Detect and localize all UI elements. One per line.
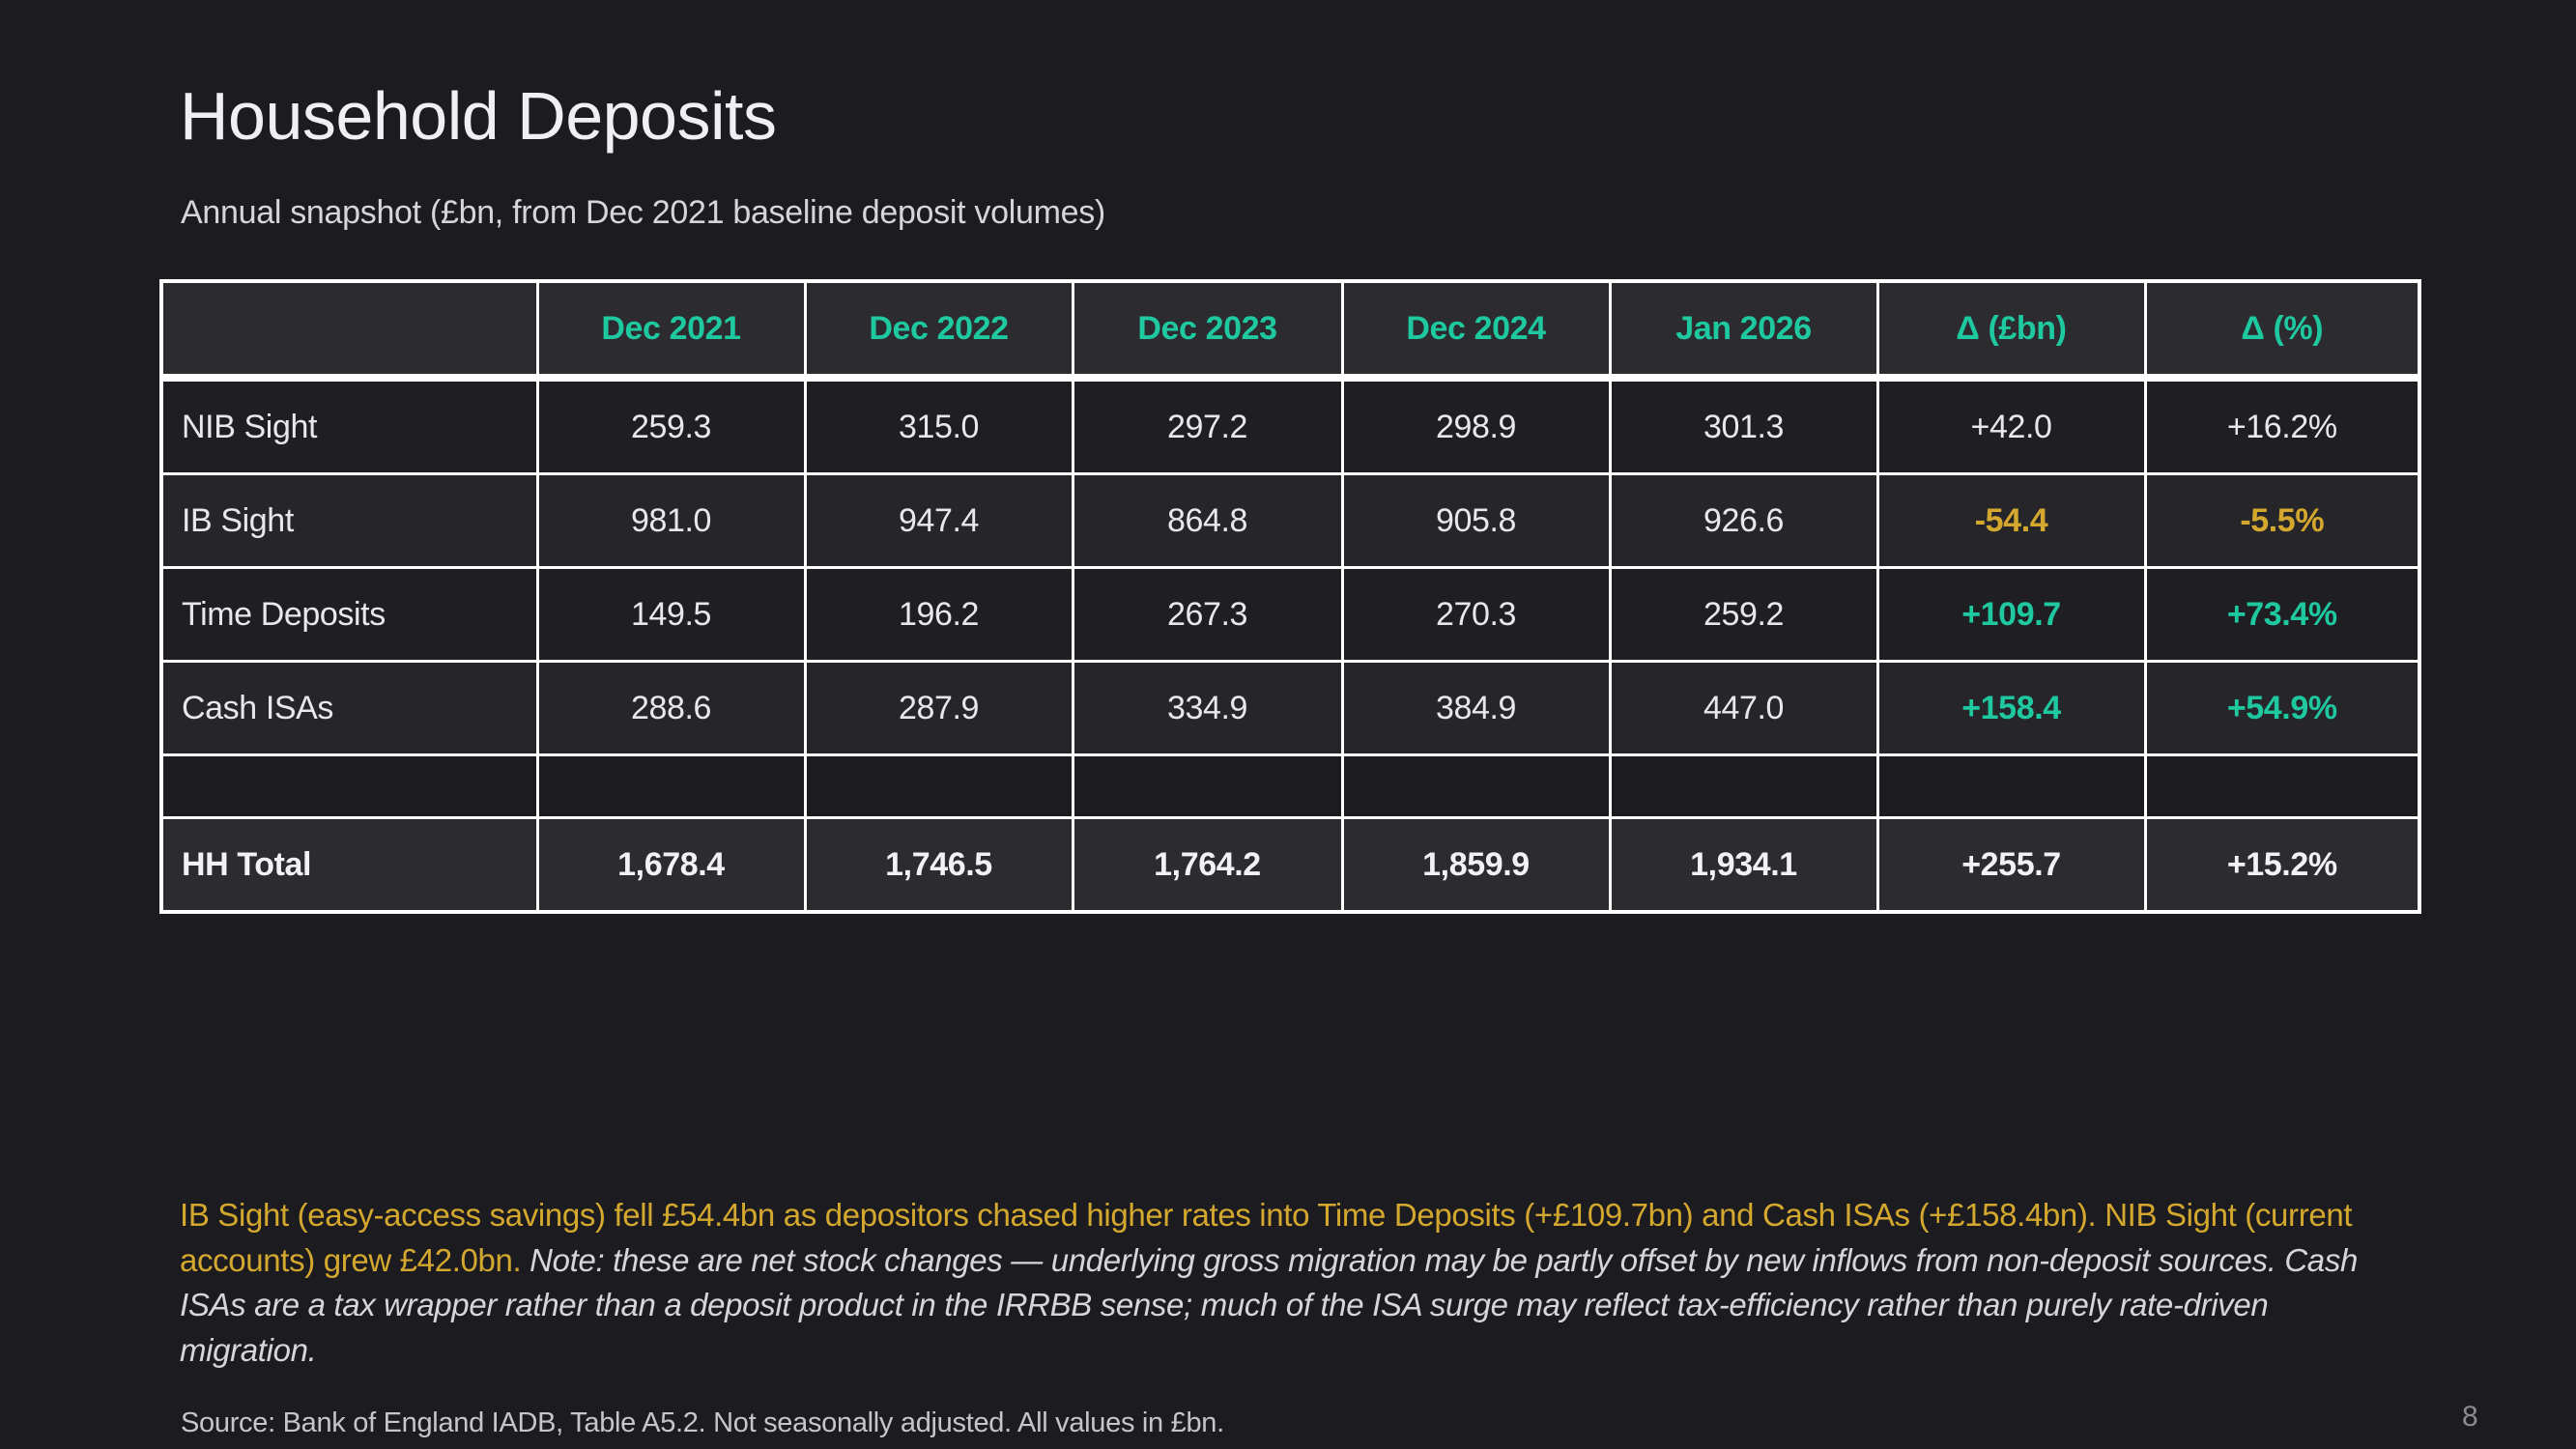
cell-value: 287.9	[803, 660, 1074, 756]
cell-value: 270.3	[1340, 566, 1612, 663]
empty-cell	[1608, 753, 1879, 819]
cell-value: 196.2	[803, 566, 1074, 663]
table-header-row: Dec 2021 Dec 2022 Dec 2023 Dec 2024 Jan …	[159, 279, 2421, 380]
header-cell-delta-bn: Δ (£bn)	[1875, 279, 2147, 380]
cell-delta-pct: +16.2%	[2143, 376, 2421, 475]
cell-value: 288.6	[535, 660, 807, 756]
empty-cell	[803, 753, 1074, 819]
cell-value: 905.8	[1340, 472, 1612, 569]
commentary-note: Note: these are net stock changes — unde…	[180, 1241, 2358, 1368]
row-label: HH Total	[159, 816, 539, 914]
page-subtitle: Annual snapshot (£bn, from Dec 2021 base…	[181, 194, 1105, 231]
header-cell-dec-2021: Dec 2021	[535, 279, 807, 380]
header-cell-delta-pct: Δ (%)	[2143, 279, 2421, 380]
cell-value: 1,934.1	[1608, 816, 1879, 914]
row-label: Cash ISAs	[159, 660, 539, 756]
table-row-cash-isas: Cash ISAs 288.6 287.9 334.9 384.9 447.0 …	[159, 660, 2421, 756]
cell-delta-pct: -5.5%	[2143, 472, 2421, 569]
cell-value: 1,678.4	[535, 816, 807, 914]
deposits-table: Dec 2021 Dec 2022 Dec 2023 Dec 2024 Jan …	[159, 279, 2421, 914]
header-cell-label	[159, 279, 539, 380]
commentary-highlight: IB Sight (easy-access savings) fell £54.…	[180, 1197, 2353, 1278]
empty-cell	[159, 753, 539, 819]
header-cell-jan-2026: Jan 2026	[1608, 279, 1879, 380]
cell-delta-bn: +109.7	[1875, 566, 2147, 663]
cell-value: 259.2	[1608, 566, 1879, 663]
cell-value: 864.8	[1071, 472, 1344, 569]
cell-delta-pct: +54.9%	[2143, 660, 2421, 756]
empty-cell	[1340, 753, 1612, 819]
source-note: Source: Bank of England IADB, Table A5.2…	[181, 1407, 1224, 1438]
cell-value: 315.0	[803, 376, 1074, 475]
commentary-text: IB Sight (easy-access savings) fell £54.…	[180, 1193, 2402, 1373]
cell-delta-pct: +15.2%	[2143, 816, 2421, 914]
cell-delta-bn: +158.4	[1875, 660, 2147, 756]
cell-value: 334.9	[1071, 660, 1344, 756]
cell-value: 259.3	[535, 376, 807, 475]
header-cell-dec-2022: Dec 2022	[803, 279, 1074, 380]
cell-value: 1,764.2	[1071, 816, 1344, 914]
row-label: IB Sight	[159, 472, 539, 569]
cell-delta-pct: +73.4%	[2143, 566, 2421, 663]
table-row-ib-sight: IB Sight 981.0 947.4 864.8 905.8 926.6 -…	[159, 472, 2421, 569]
table-spacer-row	[159, 753, 2421, 819]
empty-cell	[1875, 753, 2147, 819]
cell-value: 1,859.9	[1340, 816, 1612, 914]
cell-value: 384.9	[1340, 660, 1612, 756]
cell-value: 1,746.5	[803, 816, 1074, 914]
page-title: Household Deposits	[180, 78, 777, 154]
header-cell-dec-2023: Dec 2023	[1071, 279, 1344, 380]
empty-cell	[535, 753, 807, 819]
cell-value: 947.4	[803, 472, 1074, 569]
cell-delta-bn: +42.0	[1875, 376, 2147, 475]
cell-value: 267.3	[1071, 566, 1344, 663]
cell-value: 298.9	[1340, 376, 1612, 475]
row-label: Time Deposits	[159, 566, 539, 663]
cell-value: 926.6	[1608, 472, 1879, 569]
table-row-hh-total: HH Total 1,678.4 1,746.5 1,764.2 1,859.9…	[159, 816, 2421, 914]
table-row-time-deposits: Time Deposits 149.5 196.2 267.3 270.3 25…	[159, 566, 2421, 663]
row-label: NIB Sight	[159, 376, 539, 475]
cell-delta-bn: +255.7	[1875, 816, 2147, 914]
cell-value: 981.0	[535, 472, 807, 569]
cell-value: 301.3	[1608, 376, 1879, 475]
cell-value: 149.5	[535, 566, 807, 663]
header-cell-dec-2024: Dec 2024	[1340, 279, 1612, 380]
cell-delta-bn: -54.4	[1875, 472, 2147, 569]
empty-cell	[2143, 753, 2421, 819]
page-number: 8	[2462, 1401, 2478, 1433]
cell-value: 447.0	[1608, 660, 1879, 756]
table-row-nib-sight: NIB Sight 259.3 315.0 297.2 298.9 301.3 …	[159, 376, 2421, 475]
cell-value: 297.2	[1071, 376, 1344, 475]
empty-cell	[1071, 753, 1344, 819]
